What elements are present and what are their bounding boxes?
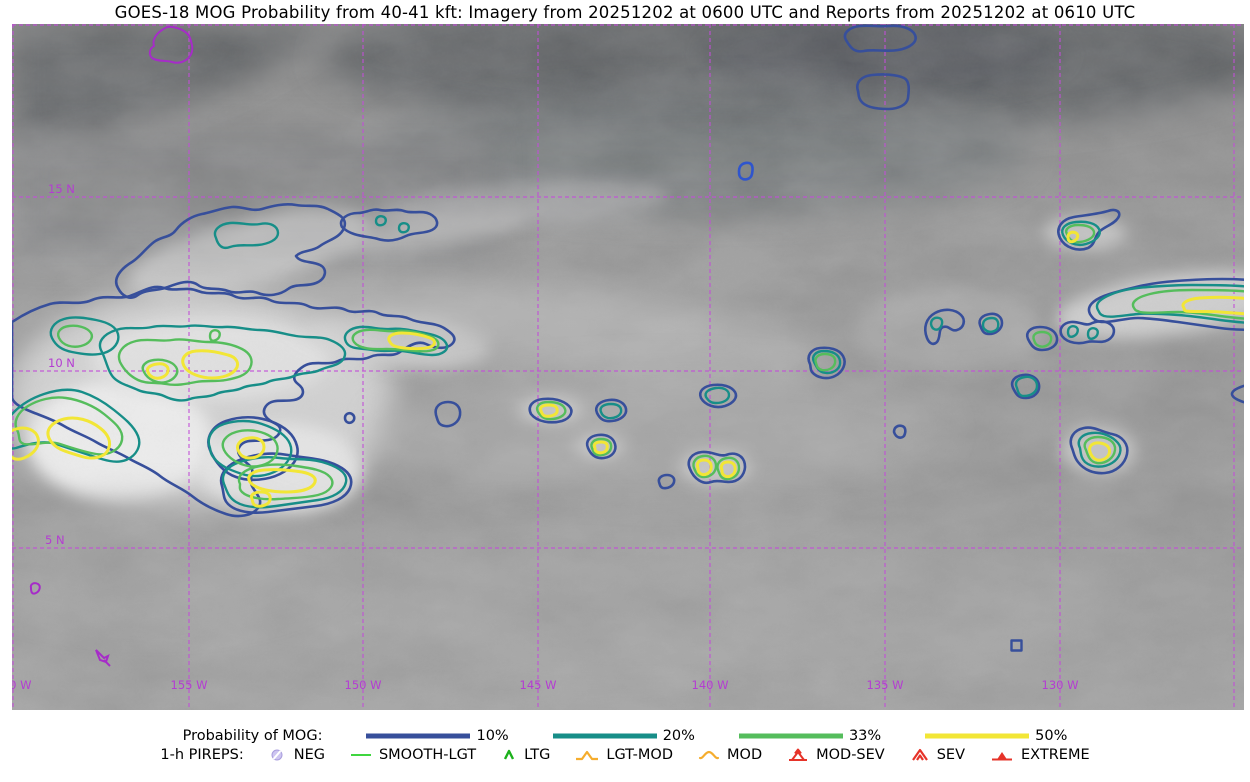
pireps-legend-row: 1-h PIREPS: NEG SMOOTH-LGT LTG LGT-MOD bbox=[160, 747, 1089, 763]
legend-item-lgt-mod: LGT-MOD bbox=[574, 747, 673, 763]
legend-item-label: 33% bbox=[848, 728, 882, 744]
prob-33-line-icon bbox=[738, 733, 843, 739]
lat-label-15n: 15 N bbox=[48, 182, 75, 196]
lon-label-155w: 155 W bbox=[171, 678, 208, 692]
tent-outline-icon bbox=[576, 750, 599, 761]
legend-item-label: 20% bbox=[662, 728, 695, 744]
legend-item-label: 50% bbox=[1035, 728, 1068, 744]
legend-item-20pct: 20% bbox=[552, 728, 695, 744]
legend-item-50pct: 50% bbox=[925, 728, 1067, 744]
legend-item-ltg: LTG bbox=[500, 747, 550, 763]
smooth-line-icon bbox=[350, 754, 371, 756]
probability-legend-title: Probability of MOG: bbox=[182, 728, 323, 744]
legend-item-neg: NEG bbox=[268, 747, 325, 763]
filled-triangle-icon bbox=[992, 752, 1013, 761]
legend-item-label: EXTREME bbox=[1021, 747, 1090, 763]
probability-contours-10pct bbox=[12, 24, 1244, 652]
legend-item-extreme: EXTREME bbox=[989, 747, 1090, 763]
lon-label-145w: 145 W bbox=[520, 678, 557, 692]
legend-item-label: SMOOTH-LGT bbox=[378, 747, 477, 763]
legend-item-sev: SEV bbox=[909, 747, 965, 763]
satellite-map: 15 N 10 N 5 N 160 W 155 W 150 W 145 W 14… bbox=[12, 24, 1244, 710]
double-chevron-icon bbox=[911, 748, 928, 761]
pireps-legend-title: 1-h PIREPS: bbox=[160, 747, 244, 763]
prob-20-line-icon bbox=[552, 733, 657, 739]
prob-10-line-icon bbox=[366, 733, 471, 739]
neg-circle-slash-icon bbox=[271, 749, 283, 761]
lon-label-140w: 140 W bbox=[692, 678, 729, 692]
probability-legend-row: Probability of MOG: 10% 20% 33% 50% bbox=[183, 728, 1068, 744]
wave-peak-icon bbox=[698, 750, 720, 760]
chevron-up-icon bbox=[504, 749, 515, 760]
probability-contours-50pct bbox=[12, 230, 1244, 508]
probability-contours-33pct bbox=[14, 223, 1244, 501]
legend-item-label: SEV bbox=[936, 747, 966, 763]
legend-item-33pct: 33% bbox=[738, 728, 882, 744]
legend-item-label: MOD bbox=[727, 747, 763, 763]
lon-label-160w: 160 W bbox=[12, 678, 31, 692]
legend-item-label: NEG bbox=[293, 747, 325, 763]
tent-caret-icon bbox=[789, 748, 808, 761]
lat-label-5n: 5 N bbox=[45, 533, 65, 547]
grid-labels: 15 N 10 N 5 N 160 W 155 W 150 W 145 W 14… bbox=[12, 182, 1078, 692]
page-title: GOES-18 MOG Probability from 40-41 kft: … bbox=[114, 3, 1136, 22]
coastlines bbox=[29, 25, 194, 667]
gridlines bbox=[12, 24, 1244, 710]
lat-label-10n: 10 N bbox=[48, 356, 75, 370]
legend-item-label: LTG bbox=[524, 747, 551, 763]
lon-label-150w: 150 W bbox=[345, 678, 382, 692]
legend-item-smooth-lgt: SMOOTH-LGT bbox=[349, 747, 476, 763]
satellite-imagery-background bbox=[12, 24, 1244, 710]
legend-item-mod: MOD bbox=[697, 747, 762, 763]
legend-item-label: 10% bbox=[476, 728, 509, 744]
legend-item-label: LGT-MOD bbox=[606, 747, 674, 763]
prob-50-line-icon bbox=[925, 733, 1030, 739]
legend-item-mod-sev: MOD-SEV bbox=[786, 747, 885, 763]
legend-item-10pct: 10% bbox=[366, 728, 509, 744]
lon-label-135w: 135 W bbox=[867, 678, 904, 692]
legend-item-label: MOD-SEV bbox=[816, 747, 885, 763]
map-canvas: 15 N 10 N 5 N 160 W 155 W 150 W 145 W 14… bbox=[12, 24, 1244, 710]
lon-label-130w: 130 W bbox=[1042, 678, 1079, 692]
legend: Probability of MOG: 10% 20% 33% 50% 1-h … bbox=[0, 728, 1250, 763]
